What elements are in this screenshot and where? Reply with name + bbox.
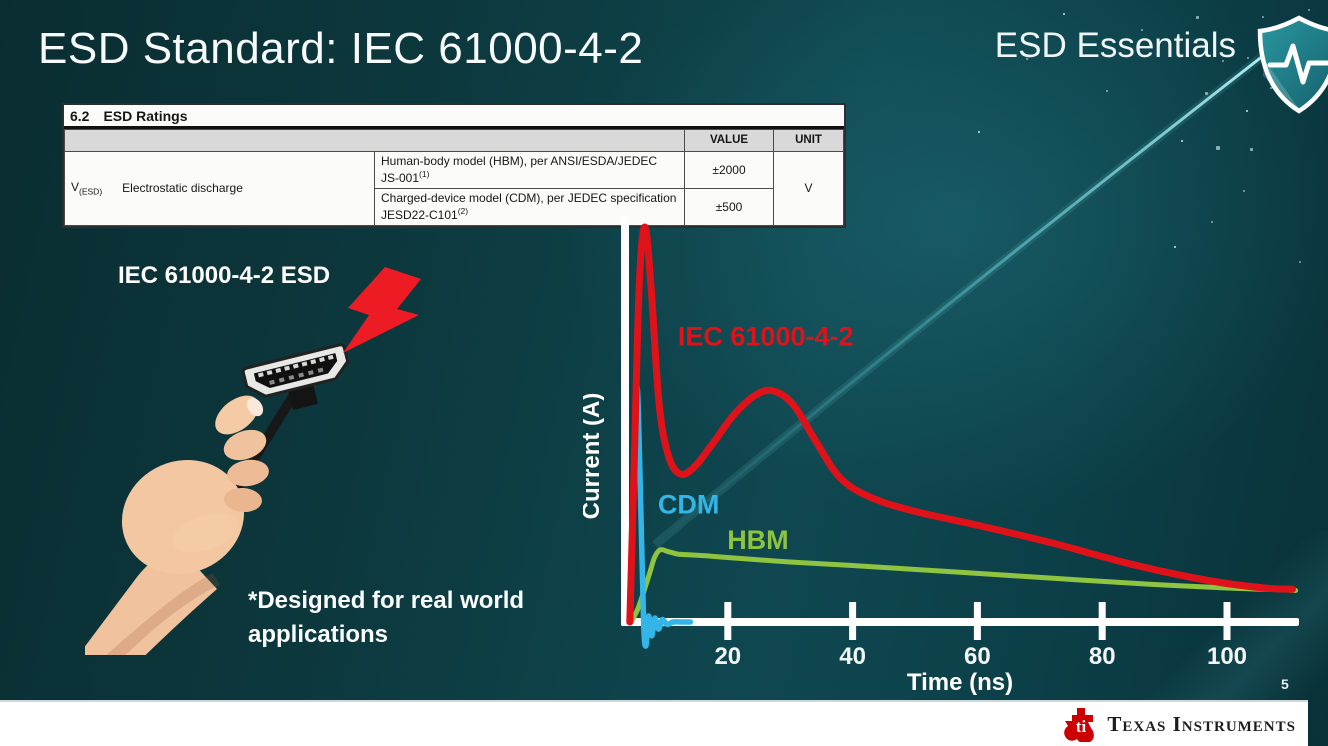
- shield-outline: [1257, 15, 1328, 114]
- pulse-line-icon: [1267, 43, 1328, 85]
- y-axis: [621, 216, 629, 626]
- series-curve-iec-61000-4-2: [626, 223, 1296, 626]
- header-value: VALUE: [684, 129, 774, 152]
- hdmi-connector-icon: [241, 343, 350, 410]
- fingernail: [246, 397, 264, 417]
- parameter-cell: V(ESD) Electrostatic discharge: [64, 151, 375, 226]
- value-cell: ±500: [684, 188, 774, 226]
- model-cell: Charged-device model (CDM), per JEDEC sp…: [374, 188, 685, 226]
- star-dot: [1205, 92, 1208, 95]
- x-tick-label: 100: [1207, 643, 1247, 670]
- x-tick-label: 40: [839, 643, 866, 670]
- ti-brand-text: Texas Instruments: [1107, 711, 1296, 736]
- table-header-row: VALUE UNIT: [64, 129, 844, 152]
- hand-holding-hdmi-connector-graphic: [85, 267, 421, 655]
- illustration-caption: IEC 61000-4-2 ESD: [118, 262, 331, 289]
- star-dot: [1211, 221, 1213, 223]
- model-cell: Human-body model (HBM), per ANSI/ESDA/JE…: [374, 151, 685, 189]
- series-label-cdm: CDM: [658, 489, 720, 519]
- x-tick-label: 60: [964, 643, 991, 670]
- x-axis-label: Time (ns): [907, 669, 1013, 696]
- star-dot: [1063, 13, 1065, 15]
- star-dot: [1299, 261, 1301, 263]
- x-tick: [849, 602, 857, 640]
- star-dot: [1246, 110, 1248, 112]
- y-axis-label: Current (A): [583, 393, 605, 520]
- section-number: 6.2: [70, 108, 90, 124]
- star-dot: [1174, 246, 1176, 248]
- star-dot: [1196, 16, 1199, 19]
- esd-ratings-table: VALUE UNIT V(ESD) Electrostatic discharg…: [64, 129, 844, 226]
- hand: [85, 395, 269, 655]
- parameter-name: Electrostatic discharge: [122, 180, 243, 195]
- star-dot: [1250, 148, 1253, 151]
- lightning-bolt-icon: [343, 267, 421, 353]
- star-dot: [1106, 90, 1108, 92]
- star-dot: [978, 131, 980, 133]
- star-dot: [1216, 146, 1220, 150]
- program-badge-label: ESD Essentials: [994, 26, 1236, 65]
- series-curve-cdm: [627, 384, 694, 649]
- star-dot: [1243, 190, 1245, 192]
- series-curve-hbm: [628, 547, 1299, 625]
- x-tick: [1098, 602, 1106, 640]
- table-heading: 6.2 ESD Ratings: [64, 105, 844, 129]
- footnote: *Designed for real world applications: [248, 584, 524, 651]
- star-dot: [1308, 9, 1310, 11]
- esd-ratings-table-panel: 6.2 ESD Ratings VALUE UNIT V(ESD) Electro…: [62, 103, 846, 228]
- star-dot: [1247, 57, 1249, 59]
- x-tick-label: 80: [1089, 643, 1116, 670]
- corner-glow-decor: [1108, 530, 1328, 700]
- x-tick-label: 20: [714, 643, 741, 670]
- ti-bug-logo-icon: ti: [1064, 708, 1095, 742]
- header-unit: UNIT: [773, 129, 844, 152]
- parameter-symbol: V(ESD): [71, 179, 103, 197]
- x-axis: [621, 618, 1299, 626]
- series-label-iec-61000-4-2: IEC 61000-4-2: [678, 322, 854, 352]
- footer-bar: ti Texas Instruments: [0, 700, 1308, 746]
- unit-cell: V: [773, 151, 844, 226]
- x-tick: [1223, 602, 1231, 640]
- section-title: ESD Ratings: [103, 108, 188, 124]
- page-number: 5: [1281, 676, 1289, 692]
- footnote-line2: applications: [248, 620, 389, 648]
- shield-highlight: [1263, 58, 1299, 109]
- ti-brand: ti Texas Instruments: [1062, 706, 1296, 742]
- x-tick: [724, 602, 732, 640]
- svg-text:ti: ti: [1076, 717, 1087, 736]
- page-title: ESD Standard: IEC 61000-4-2: [38, 24, 644, 73]
- value-cell: ±2000: [684, 151, 774, 189]
- series-label-hbm: HBM: [727, 525, 789, 555]
- star-dot: [1181, 140, 1183, 142]
- esd-shield-logo-icon: [1257, 15, 1328, 114]
- footnote-line1: *Designed for real world: [248, 587, 525, 614]
- table-row: V(ESD) Electrostatic discharge Human-bod…: [64, 151, 844, 226]
- x-tick: [973, 602, 981, 640]
- header-empty-cell: [64, 129, 685, 152]
